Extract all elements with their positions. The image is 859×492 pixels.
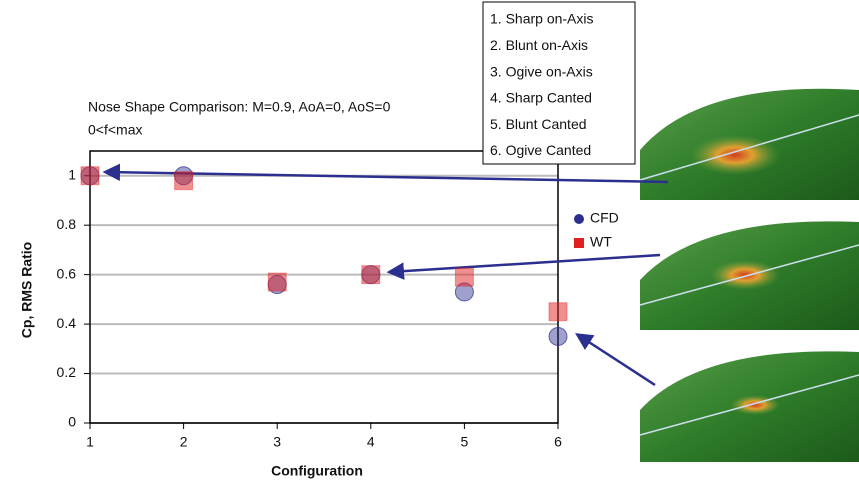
legend-marker — [574, 214, 584, 224]
wt-point — [549, 303, 567, 321]
legend-label: CFD — [590, 210, 619, 226]
wt-point — [81, 167, 99, 185]
x-tick-label: 5 — [461, 434, 469, 450]
cfd-images — [637, 62, 859, 462]
configuration-item: 3. Ogive on-Axis — [490, 63, 593, 79]
wt-point — [175, 172, 193, 190]
y-tick-label: 0.8 — [57, 216, 77, 232]
chart: Nose Shape Comparison: M=0.9, AoA=0, AoS… — [0, 0, 859, 492]
x-axis-label: Configuration — [271, 463, 363, 479]
configuration-item: 6. Ogive Canted — [490, 142, 591, 158]
chart-title: Nose Shape Comparison: M=0.9, AoA=0, AoS… — [88, 99, 391, 115]
y-axis-label: Cp, RMS Ratio — [19, 242, 35, 338]
wt-point — [362, 266, 380, 284]
legend-marker — [574, 238, 584, 248]
configuration-item: 1. Sharp on-Axis — [490, 11, 594, 27]
y-tick-label: 1 — [68, 166, 76, 182]
configuration-item: 4. Sharp Canted — [490, 90, 592, 106]
legend-label: WT — [590, 234, 612, 250]
wt-point — [455, 268, 473, 286]
y-tick-label: 0.2 — [57, 364, 77, 380]
plot-frame — [90, 151, 558, 423]
y-tick-label: 0.4 — [57, 315, 77, 331]
x-tick-label: 4 — [367, 434, 375, 450]
page: {"chart_data": {"type": "scatter", "titl… — [0, 0, 859, 492]
configuration-item: 5. Blunt Canted — [490, 116, 587, 132]
chart-subtitle: 0<f<max — [88, 122, 142, 138]
x-tick-label: 1 — [86, 434, 94, 450]
x-tick-label: 2 — [180, 434, 188, 450]
y-tick-label: 0.6 — [57, 265, 77, 281]
x-tick-label: 3 — [273, 434, 281, 450]
arrow — [578, 335, 655, 385]
configuration-item: 2. Blunt on-Axis — [490, 37, 588, 53]
y-tick-label: 0 — [68, 414, 76, 430]
x-tick-label: 6 — [554, 434, 562, 450]
cfd-point — [549, 327, 567, 345]
wt-point — [268, 273, 286, 291]
arrow — [390, 255, 660, 272]
